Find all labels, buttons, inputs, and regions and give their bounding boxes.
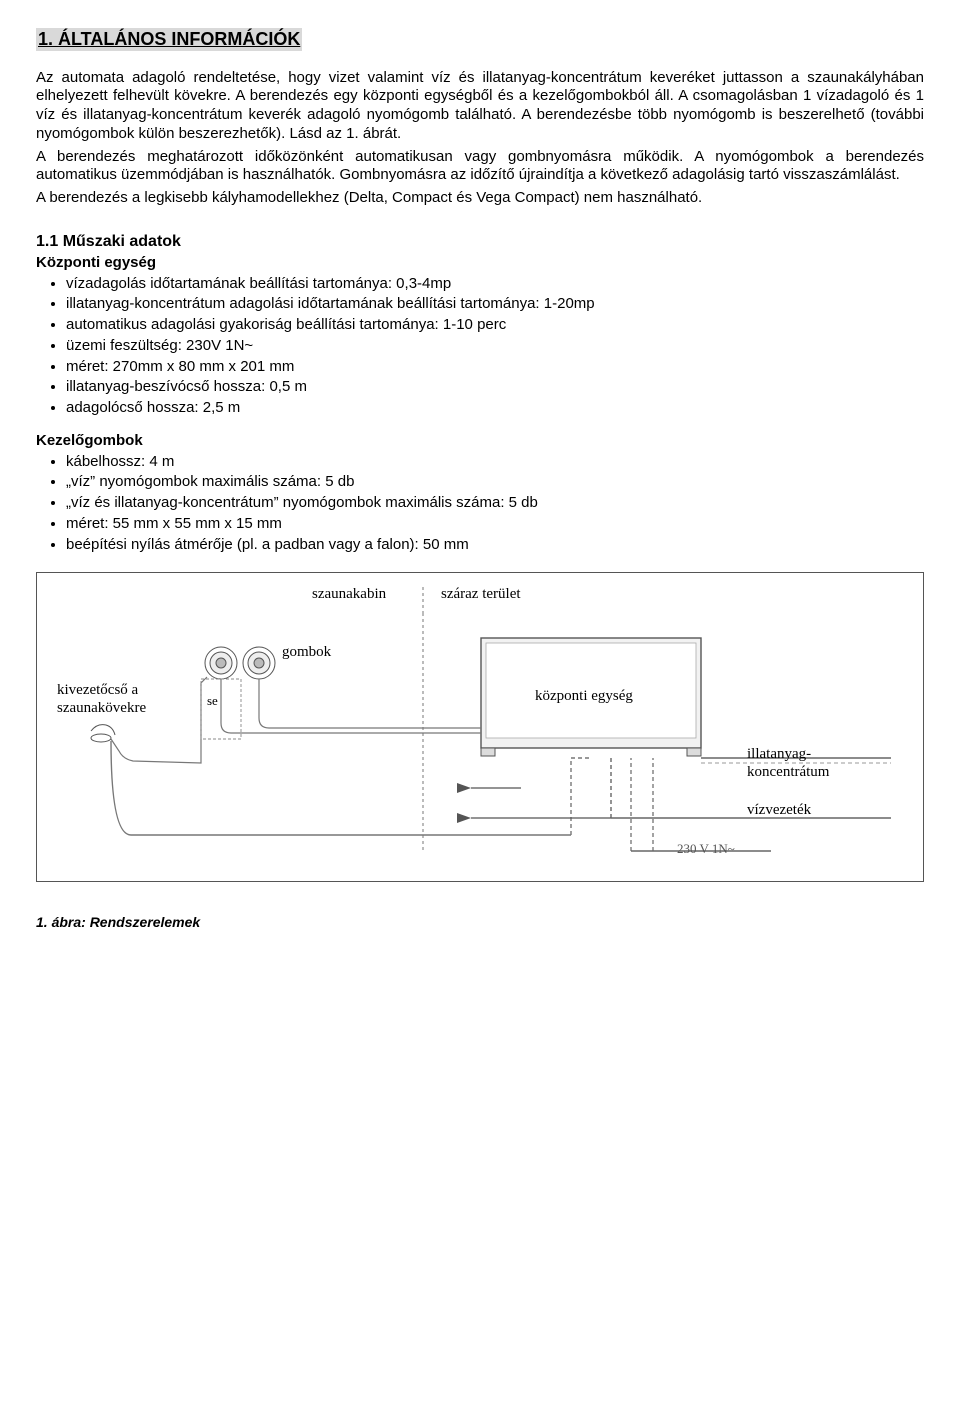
label-fragrance-line2: koncentrátum <box>747 763 829 782</box>
figure-1: szaunakabin száraz terület gombok kiveze… <box>36 572 924 882</box>
figure-caption: 1. ábra: Rendszerelemek <box>36 914 924 932</box>
central-unit-list: vízadagolás időtartamának beállítási tar… <box>36 275 924 418</box>
label-voltage: 230 V 1N~ <box>677 841 735 857</box>
list-item: vízadagolás időtartamának beállítási tar… <box>66 275 924 294</box>
intro-paragraph-3: A berendezés a legkisebb kályhamodellekh… <box>36 189 924 208</box>
label-buttons: gombok <box>282 643 331 662</box>
list-item: automatikus adagolási gyakoriság beállít… <box>66 316 924 335</box>
list-item: üzemi feszültség: 230V 1N~ <box>66 337 924 356</box>
label-water-pipe: vízvezeték <box>747 801 811 820</box>
tech-heading: 1.1 Műszaki adatok <box>36 232 924 252</box>
system-diagram-icon <box>51 583 911 873</box>
list-item: illatanyag-koncentrátum adagolási időtar… <box>66 295 924 314</box>
list-item: adagolócső hossza: 2,5 m <box>66 399 924 418</box>
controls-list: kábelhossz: 4 m „víz” nyomógombok maximá… <box>36 453 924 555</box>
section-title: 1. ÁLTALÁNOS INFORMÁCIÓK <box>36 28 302 51</box>
list-item: „víz” nyomógombok maximális száma: 5 db <box>66 473 924 492</box>
label-dry-area: száraz terület <box>441 585 521 604</box>
label-central-unit: központi egység <box>535 687 633 706</box>
label-sauna-cabin: szaunakabin <box>312 585 386 604</box>
label-outlet-line2: szaunakövekre <box>57 699 146 718</box>
list-item: méret: 270mm x 80 mm x 201 mm <box>66 358 924 377</box>
list-item: beépítési nyílás átmérője (pl. a padban … <box>66 536 924 555</box>
intro-paragraph-2: A berendezés meghatározott időközönként … <box>36 148 924 186</box>
label-fragrance-line1: illatanyag- <box>747 745 811 764</box>
central-unit-heading: Központi egység <box>36 254 924 273</box>
list-item: illatanyag-beszívócső hossza: 0,5 m <box>66 378 924 397</box>
intro-paragraph-1: Az automata adagoló rendeltetése, hogy v… <box>36 69 924 144</box>
list-item: méret: 55 mm x 55 mm x 15 mm <box>66 515 924 534</box>
controls-heading: Kezelőgombok <box>36 432 924 451</box>
label-outlet-line1: kivezetőcső a <box>57 681 138 700</box>
label-se: se <box>207 693 218 709</box>
list-item: kábelhossz: 4 m <box>66 453 924 472</box>
list-item: „víz és illatanyag-koncentrátum” nyomógo… <box>66 494 924 513</box>
